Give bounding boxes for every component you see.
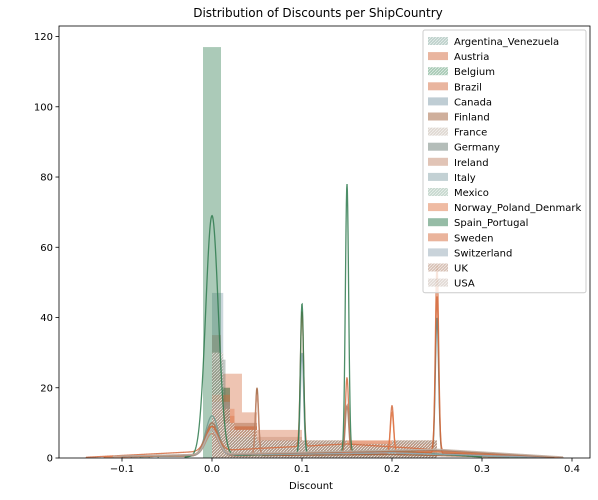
histogram-bar <box>234 429 257 458</box>
legend-swatch <box>428 97 448 106</box>
legend-label: France <box>454 128 487 139</box>
x-tick-label: 0.2 <box>384 464 400 475</box>
legend-swatch <box>428 37 448 45</box>
y-tick-label: 60 <box>40 243 53 254</box>
legend-label: Canada <box>454 97 492 108</box>
x-tick-label: 0.3 <box>474 464 490 475</box>
y-tick-label: 0 <box>47 454 53 465</box>
legend-box <box>422 29 587 294</box>
legend-label: Austria <box>454 52 489 63</box>
legend-swatch <box>428 157 448 166</box>
legend-swatch <box>428 278 448 287</box>
plot-frame <box>58 25 591 459</box>
chart-title: Distribution of Discounts per ShipCountr… <box>193 6 443 20</box>
y-tick-label: 40 <box>40 313 53 324</box>
kde-line <box>112 429 564 458</box>
kde-line <box>85 296 555 458</box>
series-bars-USA <box>212 352 437 458</box>
legend-label: Germany <box>454 143 500 154</box>
x-tick-label: 0.1 <box>294 464 310 475</box>
legend-label: Finland <box>454 113 490 124</box>
x-tick-label: 0.4 <box>564 464 580 475</box>
legend-label: Ireland <box>454 158 489 169</box>
legend-swatch <box>428 82 448 91</box>
legend-swatch <box>428 172 448 181</box>
legend-label: USA <box>454 279 475 290</box>
legend-label: Sweden <box>454 233 494 244</box>
x-tick-label: 0.0 <box>204 464 220 475</box>
legend-swatch <box>428 248 448 257</box>
legend-label: Mexico <box>454 188 489 199</box>
axes: −0.1 0.0 0.1 0.2 0.3 0.4 0 20 40 60 80 100 120 <box>34 25 591 475</box>
legend-label: Argentina_Venezuela <box>454 37 559 48</box>
legend-swatch <box>428 52 448 61</box>
legend-swatch <box>428 218 448 227</box>
kde-line <box>121 265 555 458</box>
y-tick-label: 100 <box>34 102 53 113</box>
legend-label: Brazil <box>454 82 482 93</box>
plot-area <box>85 47 564 458</box>
legend-swatch <box>428 263 448 272</box>
legend-swatch <box>428 127 448 136</box>
y-tick-label: 120 <box>34 32 53 43</box>
legend-label: Spain_Portugal <box>454 218 528 229</box>
kde-line <box>121 317 555 458</box>
legend-swatch <box>428 142 448 151</box>
legend-label: Norway_Poland_Denmark <box>454 203 581 214</box>
x-axis-label: Discount <box>289 481 333 492</box>
histogram-bar <box>212 352 224 458</box>
legend-swatch <box>428 203 448 212</box>
legend-label: Italy <box>454 173 476 184</box>
legend-swatch <box>428 112 448 121</box>
legend-swatch <box>428 67 448 76</box>
legend-label: UK <box>454 264 468 275</box>
x-tick-label: −0.1 <box>110 464 134 475</box>
legend: Argentina_Venezuela Austria Belgium Brazil C… <box>422 29 587 294</box>
legend-label: Belgium <box>454 67 495 78</box>
legend-swatch <box>428 188 448 196</box>
y-tick-label: 80 <box>40 173 53 184</box>
y-tick-label: 20 <box>40 383 53 394</box>
histogram-bar <box>223 422 235 458</box>
legend-swatch <box>428 233 448 242</box>
legend-label: Switzerland <box>454 248 512 259</box>
